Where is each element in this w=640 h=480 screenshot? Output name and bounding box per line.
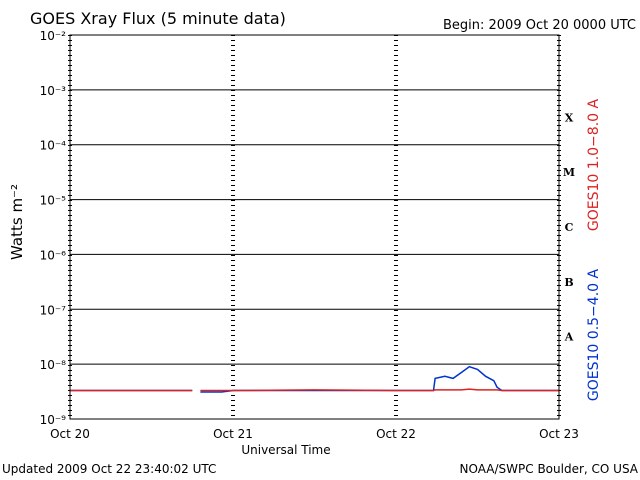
x-tick-label: Oct 20	[50, 427, 90, 441]
legend-entry: GOES10 0.5−4.0 A	[586, 269, 602, 402]
updated-label: Updated 2009 Oct 22 23:40:02 UTC	[2, 462, 216, 476]
y-tick-label: 10⁻³	[40, 84, 67, 98]
flare-class-label: A	[564, 331, 574, 344]
x-tick-label: Oct 21	[213, 427, 253, 441]
y-axis-label: Watts m⁻²	[8, 184, 26, 260]
begin-label: Begin: 2009 Oct 20 0000 UTC	[443, 18, 636, 33]
flare-class-label: M	[563, 166, 575, 179]
y-tick-label: 10⁻⁹	[40, 413, 67, 427]
flare-class-label: B	[564, 276, 573, 289]
x-tick-label: Oct 23	[539, 427, 579, 441]
y-tick-label: 10⁻²	[40, 29, 67, 43]
series-line	[200, 365, 559, 393]
y-tick-label: 10⁻⁴	[40, 139, 67, 153]
plot-frame	[69, 34, 560, 420]
y-tick-label: 10⁻⁷	[40, 303, 67, 317]
y-tick-label: 10⁻⁸	[40, 358, 67, 372]
source-label: NOAA/SWPC Boulder, CO USA	[460, 462, 639, 476]
flare-class-label: X	[565, 111, 574, 124]
legend-entry: GOES10 1.0−8.0 A	[586, 99, 602, 232]
series-line	[200, 388, 559, 392]
x-axis-label: Universal Time	[241, 443, 330, 457]
chart-title: GOES Xray Flux (5 minute data)	[30, 9, 286, 28]
x-tick-label: Oct 22	[376, 427, 416, 441]
y-tick-label: 10⁻⁶	[40, 248, 67, 262]
flare-class-label: C	[565, 221, 574, 234]
y-tick-label: 10⁻⁵	[40, 194, 67, 208]
